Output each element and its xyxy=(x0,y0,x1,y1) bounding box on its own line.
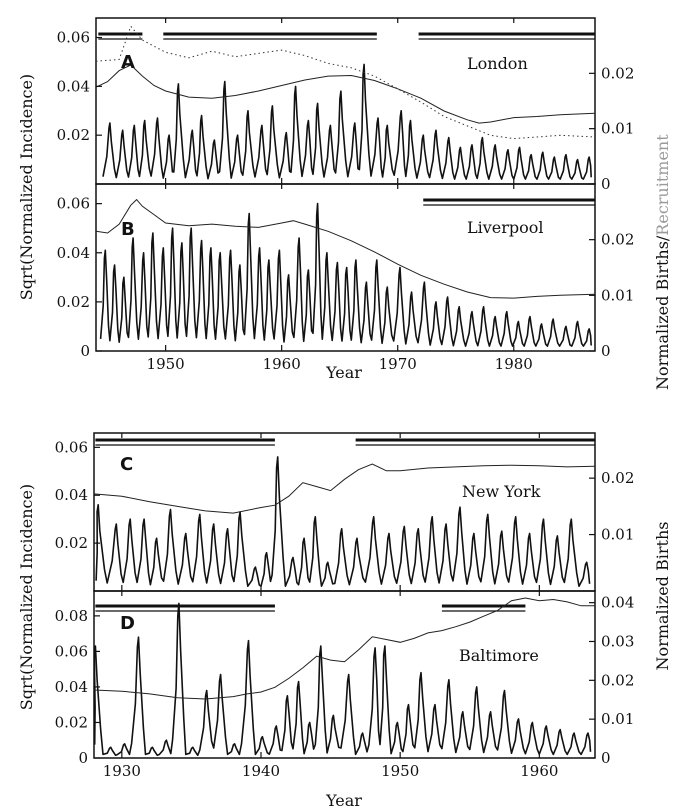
left-tick-label-d-3: 0.06 xyxy=(55,642,88,660)
y-axis-label-top-right-faint: Recruitment xyxy=(653,134,672,236)
left-tick-label-d-0: 0 xyxy=(78,749,88,767)
y-axis-label-top-right-main: Normalized Births/ xyxy=(653,235,672,390)
left-tick-label-b-0: 0 xyxy=(80,342,90,360)
panel-b-frame xyxy=(95,183,596,352)
x-tick-label-b-0: 1950 xyxy=(147,355,185,373)
left-tick-label-b-3: 0.06 xyxy=(57,195,90,213)
left-tick-label-b-2: 0.04 xyxy=(57,244,90,262)
y-axis-label-top-left: Sqrt(Normalized Incidence) xyxy=(17,74,36,300)
y-axis-label-top-right: Normalized Births/Recruitment xyxy=(653,134,672,390)
x-tick-label-b-2: 1970 xyxy=(379,355,417,373)
right-tick-label-a-1: 0.01 xyxy=(601,120,634,138)
right-tick-label-c-0: 0.01 xyxy=(601,526,634,544)
x-axis-label-top: Year xyxy=(325,363,362,382)
left-tick-label-d-4: 0.08 xyxy=(55,607,88,625)
incidence-line-d xyxy=(93,602,592,757)
left-tick-label-c-2: 0.06 xyxy=(55,438,88,456)
series-layer xyxy=(93,25,596,757)
incidence-line-c xyxy=(95,456,591,587)
right-tick-label-d-4: 0.04 xyxy=(601,594,634,612)
births-line-b xyxy=(95,198,596,299)
right-tick-label-d-2: 0.02 xyxy=(601,671,634,689)
city-label-london: London xyxy=(467,54,528,73)
right-tick-label-b-0: 0 xyxy=(601,342,611,360)
incidence-line-b xyxy=(99,202,592,347)
panel-letter-d: D xyxy=(120,613,135,634)
right-tick-label-a-0: 0 xyxy=(601,175,611,193)
panel-letter-c: C xyxy=(120,454,133,475)
city-label-liverpool: Liverpool xyxy=(467,218,544,237)
x-tick-label-d-3: 1960 xyxy=(520,762,558,780)
left-tick-label-c-1: 0.04 xyxy=(55,486,88,504)
births-line-a xyxy=(95,64,596,124)
right-tick-label-d-0: 0 xyxy=(601,749,611,767)
left-tick-label-d-2: 0.04 xyxy=(55,678,88,696)
left-tick-label-a-1: 0.04 xyxy=(57,77,90,95)
x-tick-label-b-3: 1980 xyxy=(495,355,533,373)
right-tick-label-b-1: 0.01 xyxy=(601,286,634,304)
left-tick-label-c-0: 0.02 xyxy=(55,534,88,552)
right-tick-label-b-2: 0.02 xyxy=(601,231,634,249)
incidence-line-a xyxy=(102,63,592,180)
x-tick-label-d-2: 1950 xyxy=(381,762,419,780)
city-label-new-york: New York xyxy=(462,482,541,501)
births-line-d xyxy=(93,597,595,700)
left-tick-label-b-1: 0.02 xyxy=(57,293,90,311)
left-tick-label-d-1: 0.02 xyxy=(55,713,88,731)
right-tick-label-c-1: 0.02 xyxy=(601,469,634,487)
panel-letter-a: A xyxy=(121,52,135,73)
y-axis-label-bottom-left: Sqrt(Normalized Incidence) xyxy=(17,484,36,710)
y-axis-label-bottom-right: Normalized Births xyxy=(653,522,672,671)
x-tick-label-d-0: 1930 xyxy=(103,762,141,780)
births-line-c xyxy=(93,463,596,514)
x-tick-label-b-1: 1960 xyxy=(263,355,301,373)
panel-letter-b: B xyxy=(121,219,135,240)
right-tick-label-d-3: 0.03 xyxy=(601,632,634,650)
left-tick-label-a-0: 0.02 xyxy=(57,126,90,144)
right-tick-label-d-1: 0.01 xyxy=(601,710,634,728)
recruitment-line-a xyxy=(95,25,596,140)
city-label-baltimore: Baltimore xyxy=(459,646,539,665)
x-tick-label-d-1: 1940 xyxy=(242,762,280,780)
ticks-layer: 0.02 0.04 0.06 0 0.01 0.02 0 0.02 0.04 0.06 0 0.01 0… xyxy=(55,18,634,780)
regime-bars-layer xyxy=(95,32,595,612)
x-axis-label-bottom: Year xyxy=(325,791,362,810)
left-tick-label-a-2: 0.06 xyxy=(57,29,90,47)
right-tick-label-a-2: 0.02 xyxy=(601,64,634,82)
